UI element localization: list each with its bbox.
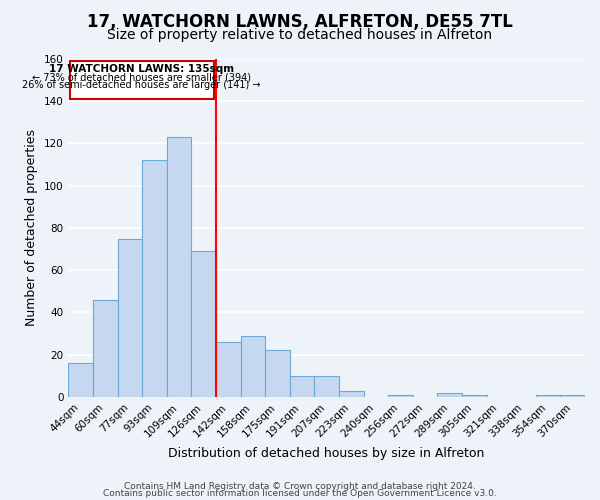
Bar [536, 395, 560, 397]
Text: ← 73% of detached houses are smaller (394): ← 73% of detached houses are smaller (39… [32, 72, 251, 82]
Text: Size of property relative to detached houses in Alfreton: Size of property relative to detached ho… [107, 28, 493, 42]
Text: Contains public sector information licensed under the Open Government Licence v3: Contains public sector information licen… [103, 489, 497, 498]
Bar [167, 137, 191, 397]
Bar [560, 395, 585, 397]
Bar [265, 350, 290, 397]
Bar [191, 251, 216, 397]
Bar [462, 395, 487, 397]
Text: 17 WATCHORN LAWNS: 135sqm: 17 WATCHORN LAWNS: 135sqm [49, 64, 234, 74]
Bar [437, 392, 462, 397]
X-axis label: Distribution of detached houses by size in Alfreton: Distribution of detached houses by size … [169, 447, 485, 460]
Bar [290, 376, 314, 397]
Text: Contains HM Land Registry data © Crown copyright and database right 2024.: Contains HM Land Registry data © Crown c… [124, 482, 476, 491]
Bar [216, 342, 241, 397]
Text: 26% of semi-detached houses are larger (141) →: 26% of semi-detached houses are larger (… [22, 80, 261, 90]
Bar [118, 238, 142, 397]
Bar [93, 300, 118, 397]
Text: 17, WATCHORN LAWNS, ALFRETON, DE55 7TL: 17, WATCHORN LAWNS, ALFRETON, DE55 7TL [87, 12, 513, 30]
FancyBboxPatch shape [70, 61, 214, 99]
Bar [339, 390, 364, 397]
Bar [241, 336, 265, 397]
Bar [68, 363, 93, 397]
Bar [314, 376, 339, 397]
Bar [388, 395, 413, 397]
Bar [142, 160, 167, 397]
Y-axis label: Number of detached properties: Number of detached properties [25, 130, 38, 326]
